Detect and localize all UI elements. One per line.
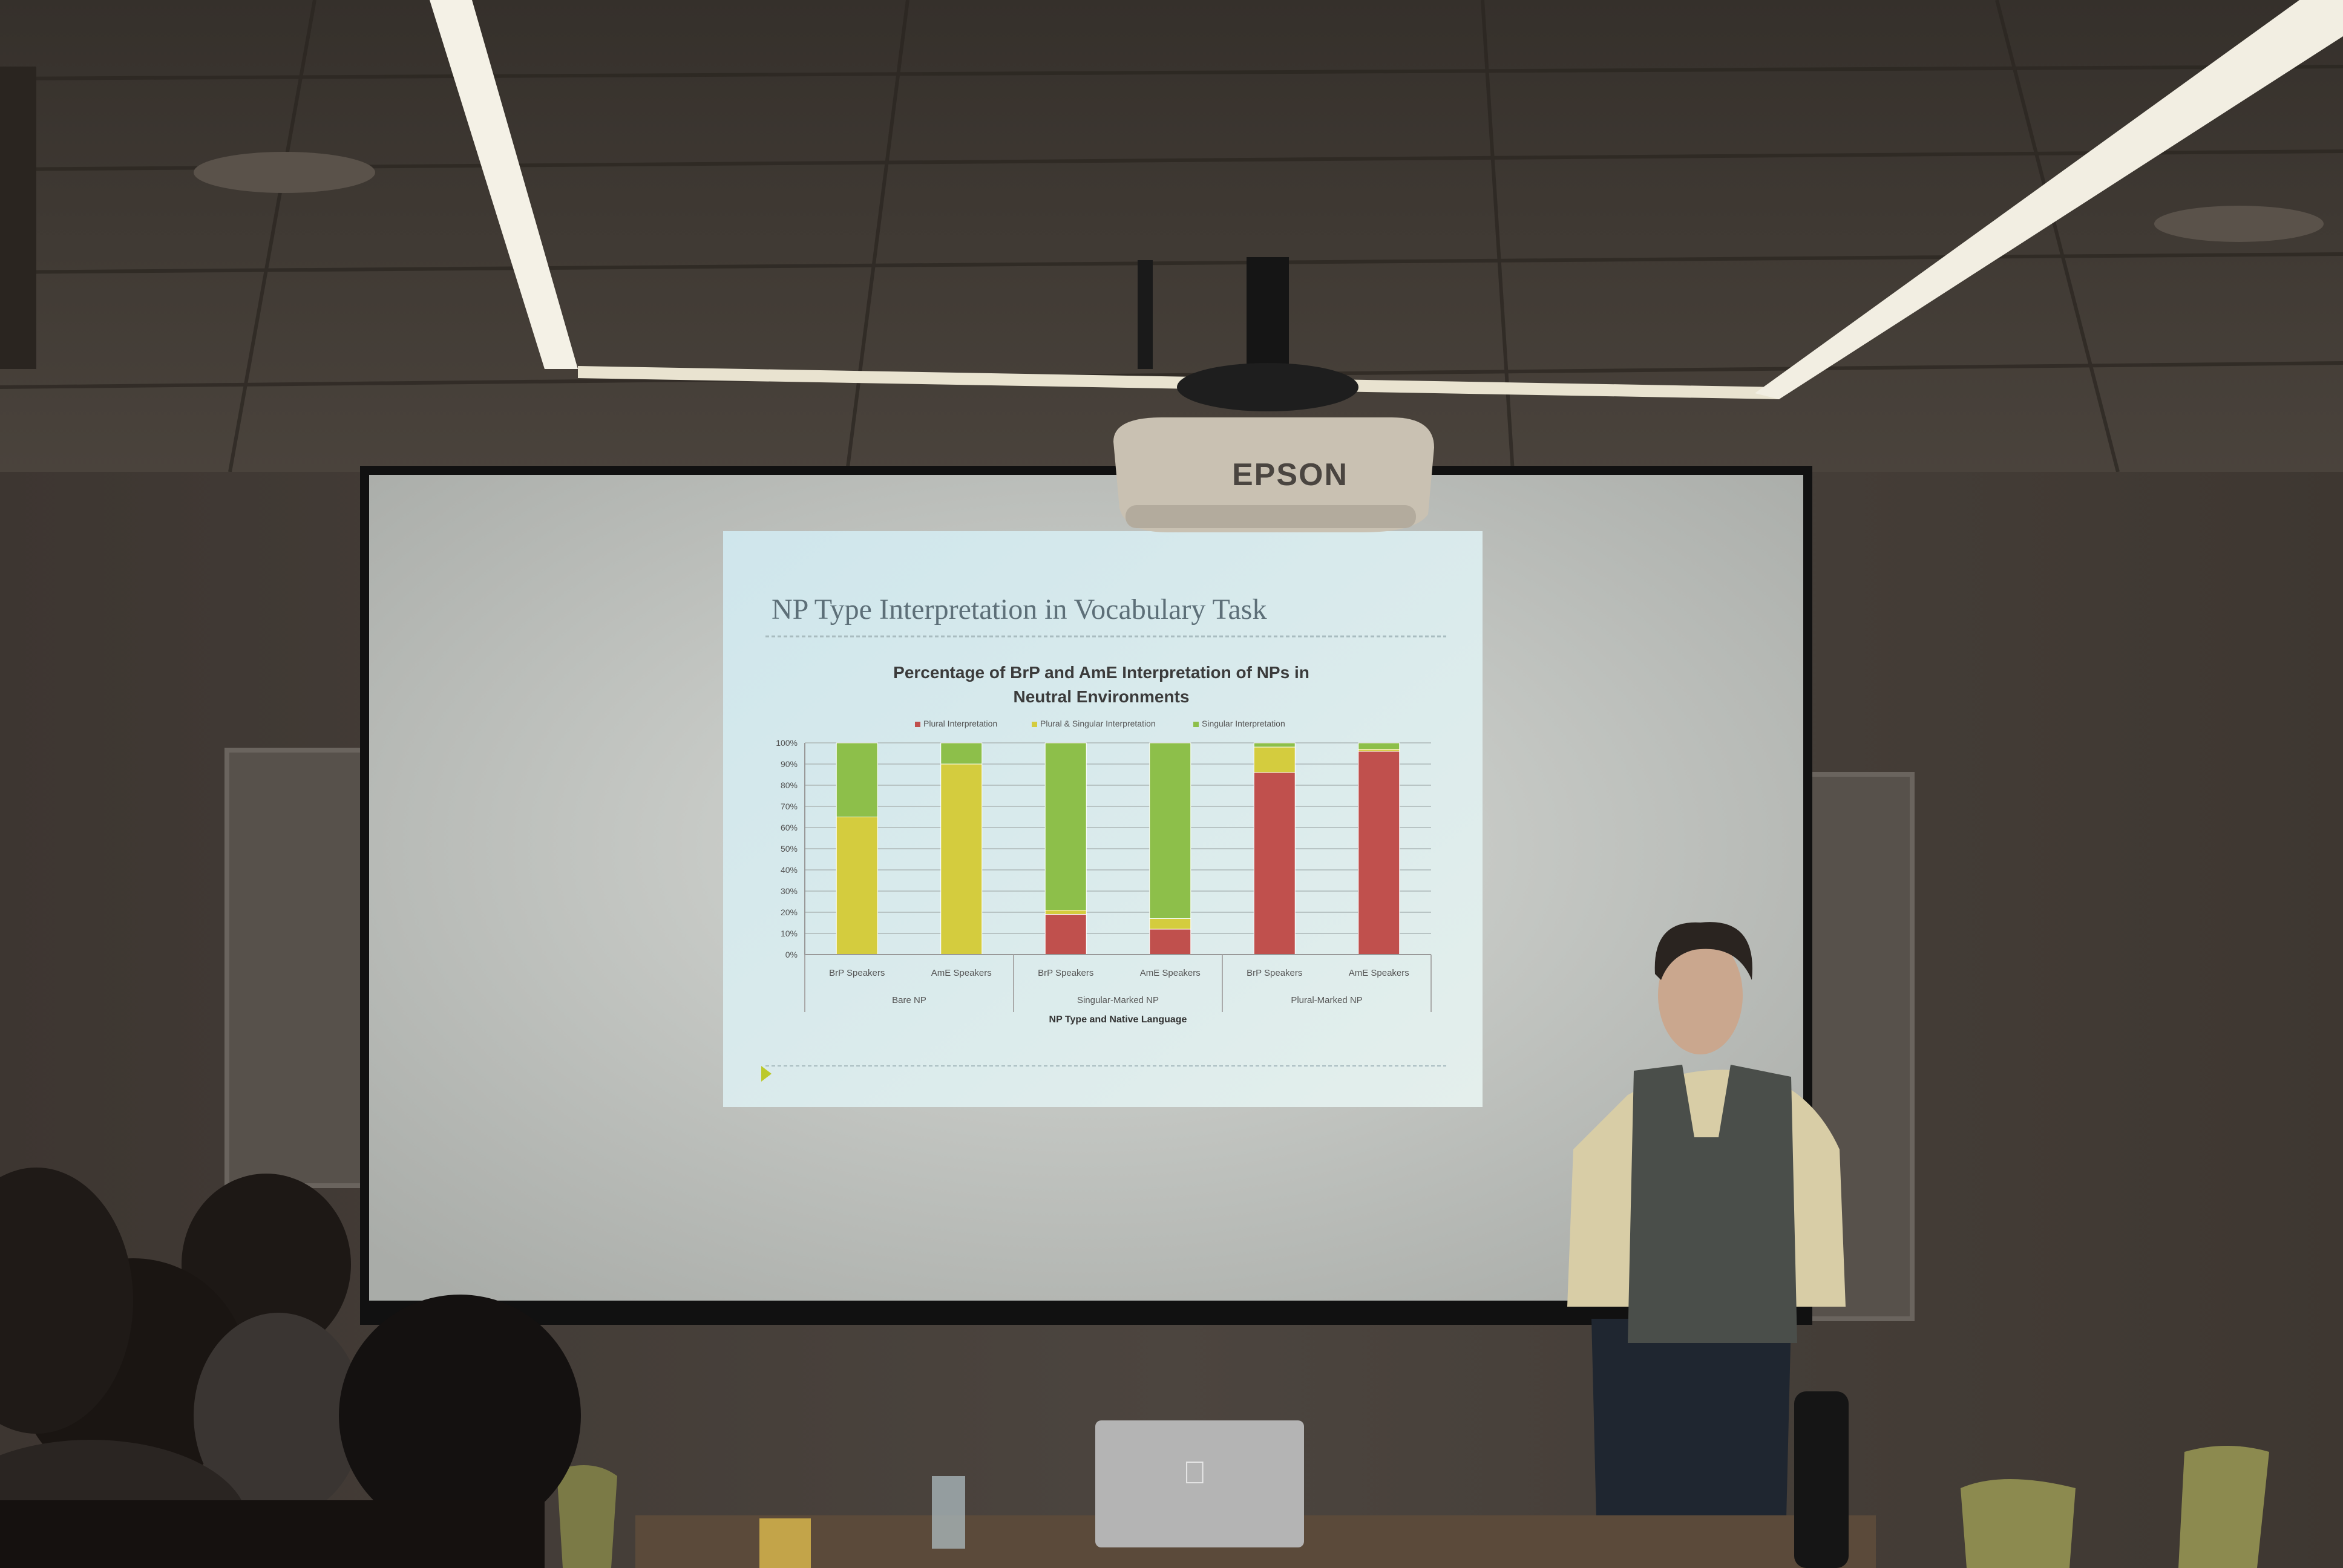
projector-cable [1138,260,1153,369]
projector-lens-housing [1126,505,1416,528]
legend-plural-singular: Plural & Singular Interpretation [1032,719,1156,728]
ceiling-speaker [194,152,375,193]
ceiling-light-left [430,0,578,369]
bar-segment [1253,742,1296,748]
y-tick-label: 0% [785,950,798,959]
y-tick-label: 70% [781,802,798,811]
chair [1961,1479,2076,1568]
x-tick-label: AmE Speakers [1140,968,1201,978]
projector-mount [1247,257,1289,378]
legend-swatch-plural-singular [1032,721,1037,727]
audience-head [194,1313,363,1518]
bar-segment [1253,772,1296,955]
x-tick-label: BrP Speakers [1038,968,1093,978]
presenter-hair [1654,922,1752,980]
chart-title-line: Neutral Environments [1013,687,1190,706]
bar-segment [1044,742,1087,910]
ceiling [0,0,2343,472]
y-tick-label: 60% [781,823,798,832]
ceiling-light-right [1755,0,2343,399]
bar-segment [1149,929,1191,955]
thermos [1794,1391,1849,1568]
legend-swatch-singular [1193,721,1199,727]
y-tick-label: 50% [781,844,798,854]
x-axis-label: NP Type and Native Language [1049,1014,1187,1025]
ceiling-grid [0,0,2343,472]
audience-head [0,1168,133,1434]
group-label: Bare NP [892,995,926,1005]
y-tick-label: 40% [781,865,798,875]
y-tick-label: 90% [781,759,798,769]
slide-bullet-arrow [761,1066,772,1082]
bar-segment [836,817,878,955]
ceiling-speaker [2154,206,2324,242]
group-label: Singular-Marked NP [1077,995,1159,1005]
presenter-vest [1628,1065,1797,1343]
presenter-legs [1591,1319,1791,1568]
coffee-cup [759,1518,811,1568]
audience-head [339,1295,581,1537]
laptop [1095,1420,1304,1547]
presenter-head [1658,936,1743,1054]
legend-plural: Plural Interpretation [915,719,997,728]
bar-segment [1253,746,1296,773]
y-tick-label: 20% [781,907,798,917]
y-tick-label: 100% [776,738,798,748]
projector [1113,417,1434,532]
x-tick-label: BrP Speakers [829,968,885,978]
whiteboard-left [224,748,369,1188]
bar-segment [836,742,878,817]
legend-label: Singular Interpretation [1202,719,1285,728]
bar-segment [1358,749,1400,752]
x-tick-label: AmE Speakers [931,968,992,978]
group-label: Plural-Marked NP [1291,995,1362,1005]
apple-logo-icon:  [1183,1455,1207,1491]
y-tick-label: 10% [781,929,798,938]
x-tick-label: BrP Speakers [1247,968,1302,978]
legend-label: Plural Interpretation [923,719,998,728]
bar-segment [940,742,983,765]
chart-title-line: Percentage of BrP and AmE Interpretation… [893,663,1309,682]
legend-singular: Singular Interpretation [1193,719,1285,728]
bar-segment [1149,918,1191,930]
presenter [1567,922,1846,1568]
chair [2178,1446,2269,1568]
y-tick-label: 30% [781,886,798,896]
bar-segment [1358,751,1400,955]
legend-label: Plural & Singular Interpretation [1040,719,1156,728]
audience [0,1168,581,1568]
bar-segment [1358,742,1400,750]
projector-brand-label: EPSON [1232,457,1349,492]
ceiling-light-center [578,366,1779,399]
bar-segment [1149,742,1191,919]
chart-area: 0% 10% 20% 30% 40% 50% 60% 70% 80% 90% 100% BrP Spe… [776,738,1432,1025]
bar-segment [1044,910,1087,915]
ceiling-vent [0,67,36,369]
x-tick-label: AmE Speakers [1349,968,1409,978]
y-tick-label: 80% [781,780,798,790]
water-bottle [932,1476,965,1549]
bar-segment [1044,914,1087,955]
audience-shoulders [0,1500,545,1568]
slide-title: NP Type Interpretation in Vocabulary Tas… [772,593,1267,626]
bar-segment [940,763,983,955]
chart-title: Percentage of BrP and AmE Interpretation… [768,661,1434,709]
projector-bracket [1177,363,1358,411]
chair [557,1465,617,1568]
legend-swatch-plural [915,721,920,727]
